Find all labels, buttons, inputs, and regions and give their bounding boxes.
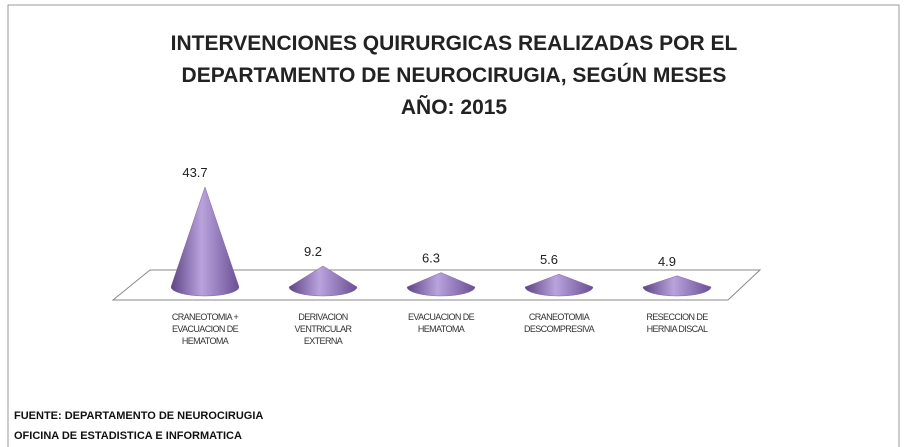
chart-title: DEPARTAMENTO DE NEUROCIRUGIA, SEGÚN MESE…	[181, 64, 727, 87]
data-label: 9.2	[304, 244, 322, 259]
chart-border	[7, 4, 900, 447]
data-label: 6.3	[422, 251, 440, 266]
chart-title: AÑO: 2015	[400, 96, 508, 119]
data-label: 43.7	[182, 165, 207, 180]
category-label: EVACUACION DE HEMATOMA	[407, 312, 475, 334]
cone	[524, 273, 594, 297]
category-label: DERIVACION VENTRICULAR EXTERNA	[294, 312, 353, 346]
data-label: 4.9	[658, 254, 676, 269]
category-label: CRANEOTOMIA + EVACUACION DE HEMATOMA	[171, 312, 239, 346]
cone	[288, 265, 358, 297]
data-label: 5.6	[540, 252, 558, 267]
cone	[170, 186, 240, 297]
chart-title: INTERVENCIONES QUIRURGICAS REALIZADAS PO…	[170, 32, 738, 55]
source-note: OFICINA DE ESTADISTICA E INFORMATICA	[14, 430, 242, 442]
category-label: CRANEOTOMIA DESCOMPRESIVA	[523, 312, 595, 334]
cone	[642, 275, 712, 297]
cone	[406, 272, 476, 297]
floor	[111, 269, 762, 301]
category-label: RESECCION DE HERNIA DISCAL	[646, 312, 708, 334]
source-note: FUENTE: DEPARTAMENTO DE NEUROCIRUGIA	[14, 410, 264, 422]
